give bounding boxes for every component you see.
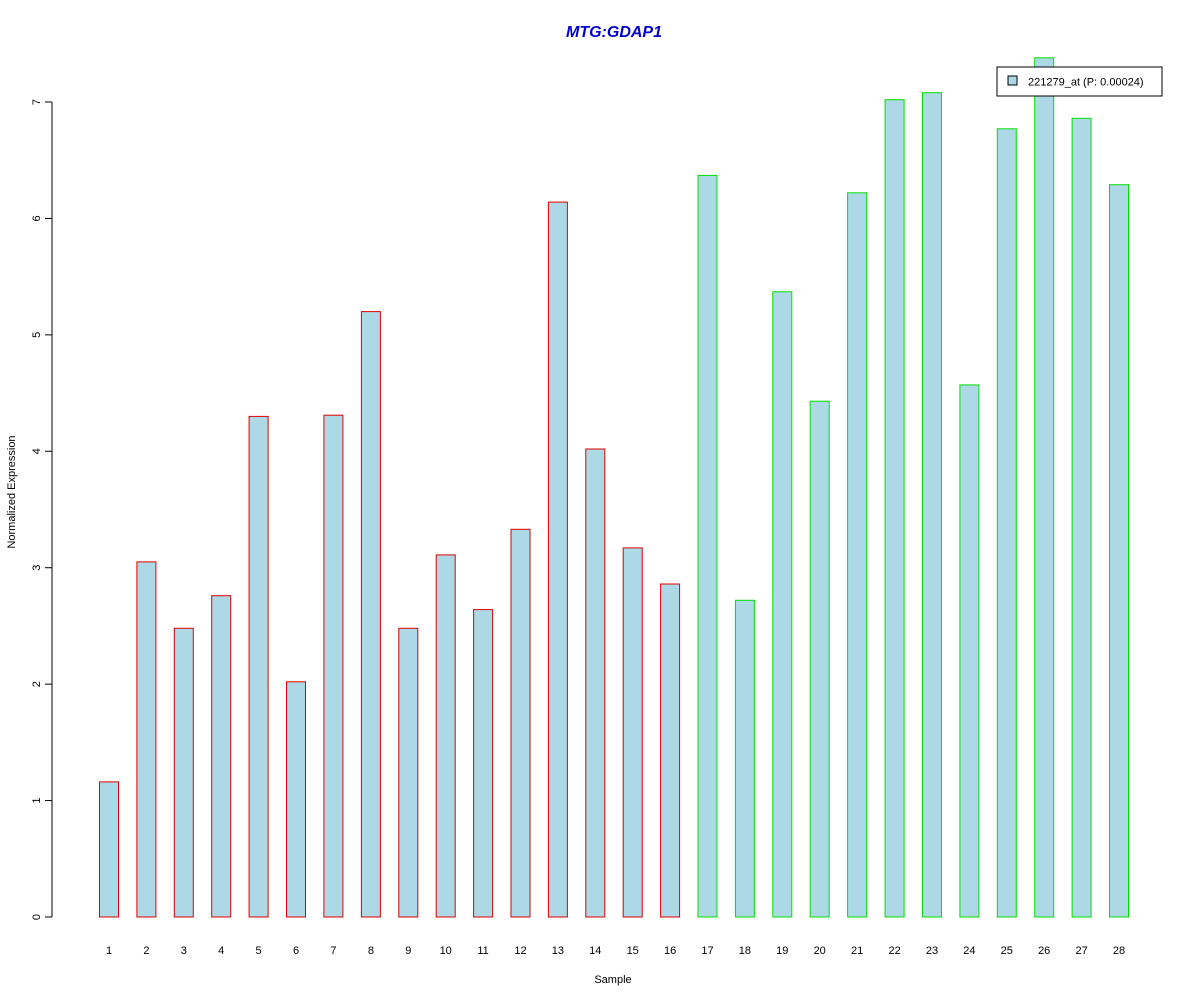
- bar-sample-6: [286, 681, 306, 918]
- bar-sample-5: [248, 415, 269, 918]
- y-tick-label: 7: [31, 99, 43, 105]
- x-tick-label: 11: [477, 945, 488, 957]
- bar-sample-26: [1034, 57, 1055, 918]
- bar-sample-4: [211, 595, 232, 918]
- bar-sample-28: [1109, 184, 1129, 918]
- bar-sample-7: [323, 414, 344, 918]
- bar-sample-25: [996, 128, 1017, 918]
- bar-sample-18: [734, 599, 755, 918]
- x-tick-label: 4: [218, 945, 224, 957]
- x-tick-label: 16: [664, 945, 676, 957]
- bar-sample-12: [510, 528, 531, 918]
- bar-sample-13: [547, 201, 568, 918]
- y-tick-label: 3: [31, 565, 43, 571]
- x-tick-label: 26: [1038, 945, 1050, 957]
- x-tick-labels: 1 2 3 4 5 6 7 8 9 10 11 12 13 14 15 16 17 18 19 20 21 22 23 24 2…: [106, 945, 1125, 957]
- y-tick-label: 5: [31, 332, 43, 338]
- x-tick-label: 18: [739, 945, 751, 957]
- y-tick-label: 1: [31, 798, 43, 804]
- bar-sample-3: [173, 627, 194, 918]
- x-tick-label: 10: [440, 945, 452, 957]
- x-tick-label: 24: [963, 945, 975, 957]
- x-tick-label: 22: [888, 945, 900, 957]
- x-tick-label: 5: [256, 945, 262, 957]
- bar-sample-8: [360, 311, 381, 918]
- x-axis-label: Sample: [594, 974, 631, 986]
- legend-label: 221279_at (P: 0.00024): [1028, 77, 1144, 89]
- bar-sample-21: [847, 192, 868, 918]
- legend-box: [996, 66, 1163, 97]
- bar-sample-2: [136, 561, 157, 918]
- x-tick-label: 19: [776, 945, 788, 957]
- x-tick-label: 1: [106, 945, 112, 957]
- y-tick-label: 0: [31, 914, 43, 920]
- bar-sample-19: [772, 291, 793, 918]
- y-tick-label: 4: [31, 448, 43, 454]
- bars: [99, 57, 1129, 918]
- x-tick-label: 17: [701, 945, 713, 957]
- bar-sample-10: [435, 554, 456, 918]
- bar-sample-16: [660, 583, 681, 918]
- y-tick-label: 6: [31, 215, 43, 221]
- x-tick-label: 13: [552, 945, 564, 957]
- bar-sample-23: [922, 92, 942, 918]
- legend-swatch: [1007, 75, 1018, 86]
- chart-title: MTG:GDAP1: [566, 24, 662, 41]
- bar-sample-17: [697, 174, 718, 918]
- bar-sample-27: [1071, 117, 1092, 918]
- x-tick-label: 14: [589, 945, 601, 957]
- legend: 221279_at (P: 0.00024): [996, 66, 1163, 97]
- bar-sample-20: [809, 400, 830, 918]
- bar-sample-15: [622, 547, 643, 918]
- x-tick-label: 21: [851, 945, 863, 957]
- x-tick-label: 28: [1113, 945, 1125, 957]
- y-tick-label: 2: [31, 681, 43, 687]
- x-tick-label: 27: [1075, 945, 1087, 957]
- x-tick-label: 8: [368, 945, 374, 957]
- y-axis-label: Normalized Expression: [6, 435, 18, 548]
- bar-sample-22: [884, 99, 905, 918]
- x-tick-label: 23: [926, 945, 938, 957]
- bar-sample-1: [99, 781, 119, 918]
- x-tick-label: 7: [330, 945, 336, 957]
- x-tick-label: 9: [405, 945, 411, 957]
- x-tick-label: 6: [293, 945, 299, 957]
- bar-sample-14: [585, 448, 606, 918]
- x-tick-label: 3: [181, 945, 187, 957]
- x-tick-label: 25: [1001, 945, 1013, 957]
- bar-sample-11: [473, 609, 494, 918]
- bar-sample-9: [398, 627, 419, 918]
- bar-sample-24: [959, 384, 980, 918]
- x-tick-label: 15: [627, 945, 639, 957]
- y-axis: 0 1 2 3 4 5 6 7: [31, 99, 53, 920]
- x-tick-label: 2: [143, 945, 149, 957]
- x-tick-label: 12: [514, 945, 526, 957]
- x-tick-label: 20: [814, 945, 826, 957]
